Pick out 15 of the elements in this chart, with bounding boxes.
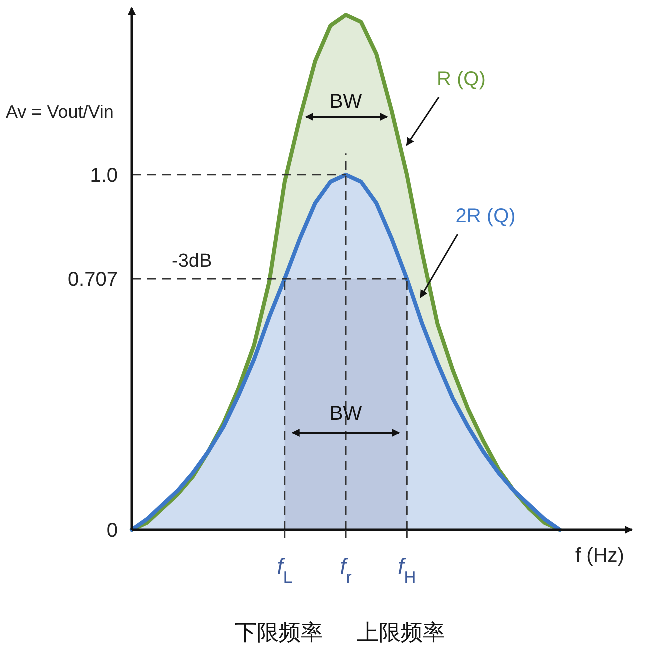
y-tick-label: 1.0 <box>90 164 118 187</box>
text: R (Q) <box>437 68 486 90</box>
x-axis-title: f (Hz) <box>576 545 624 567</box>
ref-line-label: -3dB <box>172 250 212 272</box>
x-tick-label: f$_{H}$ <box>398 554 416 587</box>
annotation: BW <box>330 403 362 425</box>
annotation: BW <box>330 91 362 113</box>
y-axis-title: Av = Vout/Vin <box>6 102 114 122</box>
x-tick-label: f$_{r}$ <box>340 554 352 587</box>
y-tick-label: 0 <box>106 520 118 542</box>
text: 下限频率 <box>234 620 323 645</box>
x-tick-label: f$_{L}$ <box>277 554 293 587</box>
text: 上限频率 <box>357 620 446 645</box>
y-tick-label: 0.707 <box>68 268 118 291</box>
text: 2R (Q) <box>456 205 516 228</box>
